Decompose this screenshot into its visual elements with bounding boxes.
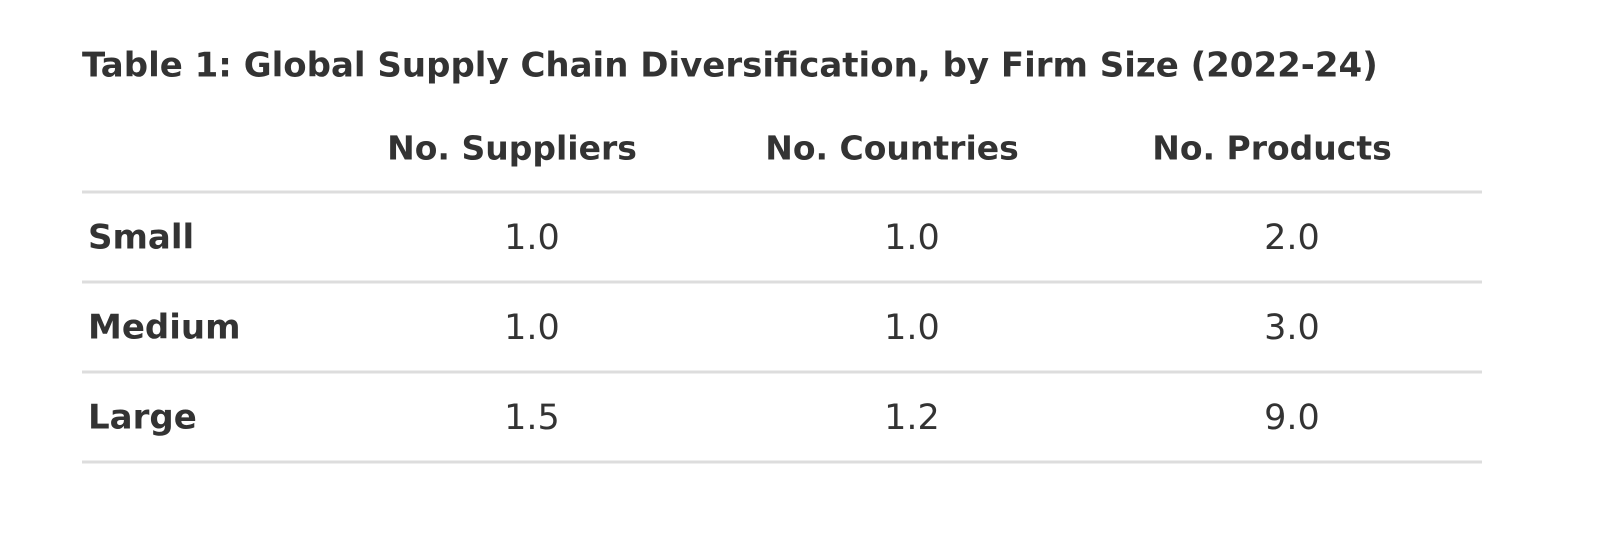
row-label: Medium: [88, 308, 241, 348]
column-header: No. Suppliers: [387, 129, 637, 168]
table-cell: 1.5: [504, 398, 560, 438]
row-label: Large: [88, 398, 197, 438]
table-cell: 1.0: [884, 218, 940, 258]
column-header: No. Products: [1152, 129, 1392, 168]
table-cell: 9.0: [1264, 398, 1320, 438]
row-label: Small: [88, 218, 194, 258]
table-cell: 1.2: [884, 398, 940, 438]
table-cell: 1.0: [504, 308, 560, 348]
table-cell: 2.0: [1264, 218, 1320, 258]
table-title: Table 1: Global Supply Chain Diversifica…: [82, 46, 1378, 86]
table-cell: 3.0: [1264, 308, 1320, 348]
column-header: No. Countries: [765, 129, 1019, 168]
table-cell: 1.0: [504, 218, 560, 258]
table-cell: 1.0: [884, 308, 940, 348]
